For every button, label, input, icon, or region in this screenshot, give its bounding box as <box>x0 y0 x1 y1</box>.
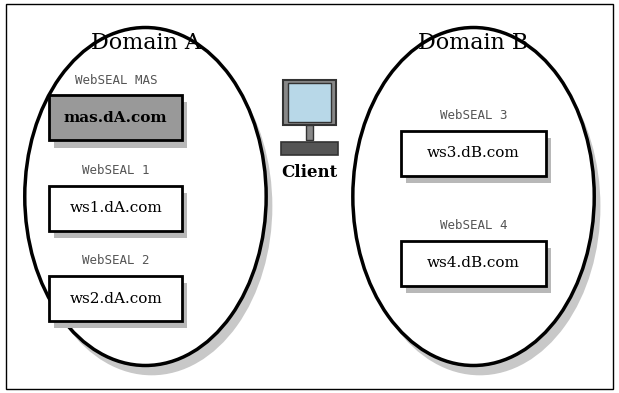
Text: Domain A: Domain A <box>90 32 201 54</box>
FancyBboxPatch shape <box>283 79 336 125</box>
Ellipse shape <box>31 37 272 375</box>
FancyBboxPatch shape <box>401 130 546 176</box>
FancyBboxPatch shape <box>50 186 183 231</box>
Text: WebSEAL 1: WebSEAL 1 <box>82 164 150 177</box>
FancyBboxPatch shape <box>288 83 331 122</box>
FancyBboxPatch shape <box>401 241 546 286</box>
Text: mas.dA.com: mas.dA.com <box>64 111 168 125</box>
Text: Client: Client <box>282 164 337 181</box>
Text: WebSEAL 2: WebSEAL 2 <box>82 254 150 267</box>
Ellipse shape <box>353 28 594 365</box>
Text: ws4.dB.com: ws4.dB.com <box>427 256 520 270</box>
FancyBboxPatch shape <box>406 248 551 293</box>
Text: WebSEAL 4: WebSEAL 4 <box>439 219 508 232</box>
FancyBboxPatch shape <box>54 102 188 147</box>
Ellipse shape <box>359 37 600 375</box>
FancyBboxPatch shape <box>406 138 551 183</box>
Text: WebSEAL MAS: WebSEAL MAS <box>74 73 157 86</box>
Text: ws3.dB.com: ws3.dB.com <box>427 146 520 160</box>
FancyBboxPatch shape <box>50 276 183 321</box>
FancyBboxPatch shape <box>54 193 188 238</box>
FancyBboxPatch shape <box>306 125 313 140</box>
FancyBboxPatch shape <box>50 95 183 140</box>
FancyBboxPatch shape <box>282 142 338 155</box>
Ellipse shape <box>25 28 266 365</box>
Text: ws1.dA.com: ws1.dA.com <box>69 201 162 215</box>
Text: WebSEAL 3: WebSEAL 3 <box>439 109 508 122</box>
FancyBboxPatch shape <box>54 283 188 329</box>
Text: ws2.dA.com: ws2.dA.com <box>69 292 162 306</box>
Text: Domain B: Domain B <box>418 32 529 54</box>
